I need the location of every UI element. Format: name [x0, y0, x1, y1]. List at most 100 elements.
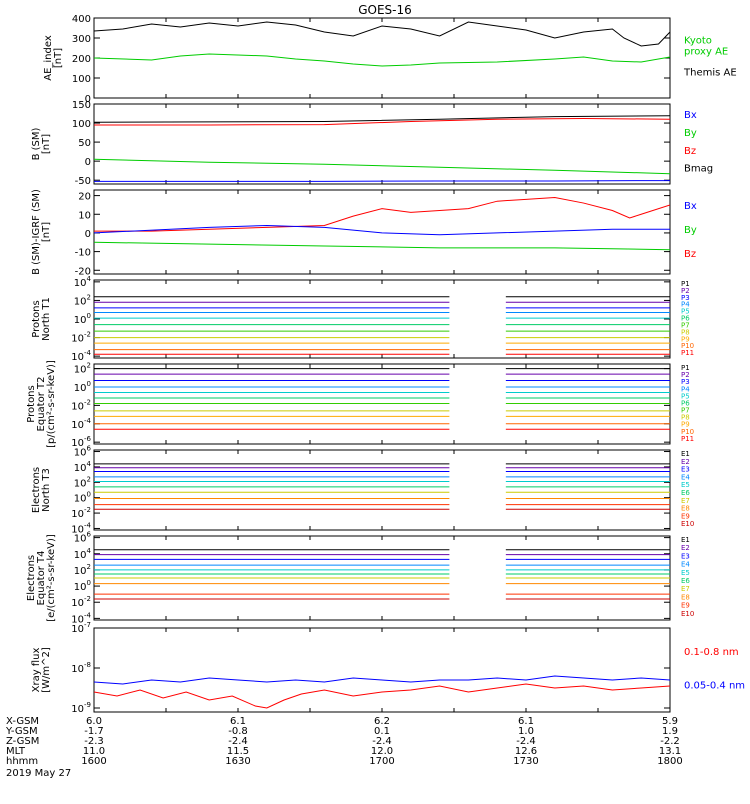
series-line-by: [94, 241, 670, 251]
y-tick-label: 10-2: [71, 595, 91, 609]
y-tick-label: 100: [74, 380, 91, 394]
channel-legend-item: E6: [681, 577, 690, 585]
y-tick-exponent: -2: [84, 595, 91, 603]
legend-item: 0.05-0.4 nm: [684, 680, 745, 691]
y-axis-label: ElectronsEquator T4[e/(cm²-s-sr-keV)]: [26, 534, 57, 622]
y-tick-label: 10-2: [71, 506, 91, 520]
channel-legend-item: P5: [681, 392, 690, 400]
y-axis-label-line: B (SM): [31, 127, 42, 160]
panel-plot-area: [94, 463, 670, 510]
y-tick-label: 400: [72, 14, 91, 25]
channel-legend-item: P2: [681, 371, 690, 379]
legend-item: By: [684, 128, 697, 139]
y-axis-label: ElectronsNorth T3: [31, 467, 52, 513]
legend-item: Kyoto proxy AE: [684, 36, 728, 58]
series-line-by: [94, 158, 670, 175]
y-tick-label: 10-4: [71, 417, 91, 431]
y-tick-label: 0: [85, 94, 91, 105]
y-tick-exponent: 0: [87, 579, 91, 587]
channel-legend-item: E10: [681, 610, 694, 618]
ephemeris-value: 6.0: [86, 716, 102, 727]
date-label: 2019 May 27: [6, 768, 71, 779]
y-axis-label-line: North T1: [41, 297, 52, 341]
y-tick-exponent: 0: [87, 491, 91, 499]
y-tick-exponent: 6: [87, 445, 92, 453]
y-tick-label: 102: [74, 563, 91, 577]
panel-1: 0 100 200 300 400 AE_index[nT] Kyoto proxy AE Th…: [43, 14, 737, 105]
channel-legend-item: E9: [681, 602, 690, 610]
panel-plot-area: [94, 368, 670, 430]
ephemeris-value: 5.9: [662, 716, 678, 727]
panel-frame: [93, 449, 671, 531]
y-tick-label: 100: [74, 491, 91, 505]
channel-legend-item: P3: [681, 378, 690, 386]
y-tick-exponent: -2: [84, 506, 91, 514]
channel-legend-item: E1: [681, 450, 690, 458]
y-axis-label: ProtonsNorth T1: [31, 297, 52, 341]
channel-legend-item: E8: [681, 593, 690, 601]
y-tick-exponent: -6: [84, 435, 92, 443]
legend-item: Themis AE: [683, 68, 737, 79]
y-tick-exponent: 2: [87, 293, 91, 301]
y-tick-label: 102: [74, 293, 91, 307]
y-axis-label-line: Protons: [26, 385, 37, 422]
legend-item: By: [684, 225, 697, 236]
plot-title: GOES-16: [358, 3, 412, 17]
ephemeris-value: 1.9: [662, 726, 678, 737]
series-line-bmag: [94, 115, 670, 123]
ephemeris-label: hhmm: [6, 756, 38, 767]
y-tick-label: 106: [74, 531, 92, 545]
y-tick-label: 100: [74, 312, 91, 326]
y-tick-label: 10-8: [71, 661, 91, 675]
channel-legend-item: P4: [681, 301, 690, 309]
ephemeris-value: 6.1: [230, 716, 246, 727]
channel-legend-item: P1: [681, 364, 690, 372]
ephemeris-value: 13.1: [659, 746, 681, 757]
ephemeris-value: -2.4: [228, 736, 248, 747]
y-tick-label: 50: [78, 138, 91, 149]
y-tick-exponent: -8: [84, 661, 91, 669]
legend-text: proxy AE: [684, 47, 728, 58]
y-axis-label-line: B (SM)-IGRF (SM): [31, 189, 42, 275]
y-axis-label: ProtonsEquator T2[p/(cm²-s-sr-keV)]: [26, 360, 57, 448]
legend-text: Bmag: [684, 164, 713, 175]
legend-text: Kyoto: [684, 36, 712, 47]
y-tick-exponent: -2: [84, 331, 91, 339]
y-tick-exponent: 6: [87, 531, 92, 539]
panel-frame: [93, 279, 671, 359]
y-axis-label-line: [W/m^2]: [41, 647, 52, 693]
legend-item: Bx: [684, 201, 697, 212]
channel-legend-item: E2: [681, 544, 690, 552]
channel-legend-item: E3: [681, 552, 690, 560]
y-tick-exponent: 4: [87, 275, 92, 283]
legend-text: Bx: [684, 201, 697, 212]
ephemeris-value: -2.4: [372, 736, 392, 747]
channel-legend-item: P4: [681, 385, 690, 393]
y-tick-label: 100: [74, 579, 91, 593]
ephemeris-value: 11.0: [83, 746, 105, 757]
legend-item: Bmag: [684, 164, 713, 175]
ephemeris-value: 0.1: [374, 726, 390, 737]
panel-plot-area: [94, 21, 670, 67]
y-tick-exponent: -4: [84, 349, 92, 357]
y-axis-label-line: Equator T2: [36, 377, 47, 432]
y-axis-label-line: [nT]: [41, 222, 52, 242]
series-line-0-1-0-8-nm: [94, 683, 670, 709]
legend-text: Themis AE: [683, 68, 737, 79]
y-tick-exponent: -4: [84, 417, 92, 425]
panel-plot-area: [94, 196, 670, 251]
panel-plot-area: [94, 549, 670, 600]
channel-legend-item: P2: [681, 287, 690, 295]
y-tick-label: 104: [74, 547, 92, 561]
channel-legend-item: P3: [681, 294, 690, 302]
legend-text: Bz: [684, 146, 696, 157]
y-tick-exponent: -7: [84, 621, 91, 629]
series-line-0-05-0-4-nm: [94, 675, 670, 685]
y-axis-label: B (SM)-IGRF (SM)[nT]: [31, 189, 52, 275]
legend-text: 0.05-0.4 nm: [684, 680, 745, 691]
series-line-bz: [94, 117, 670, 126]
channel-legend-item: E10: [681, 520, 694, 528]
